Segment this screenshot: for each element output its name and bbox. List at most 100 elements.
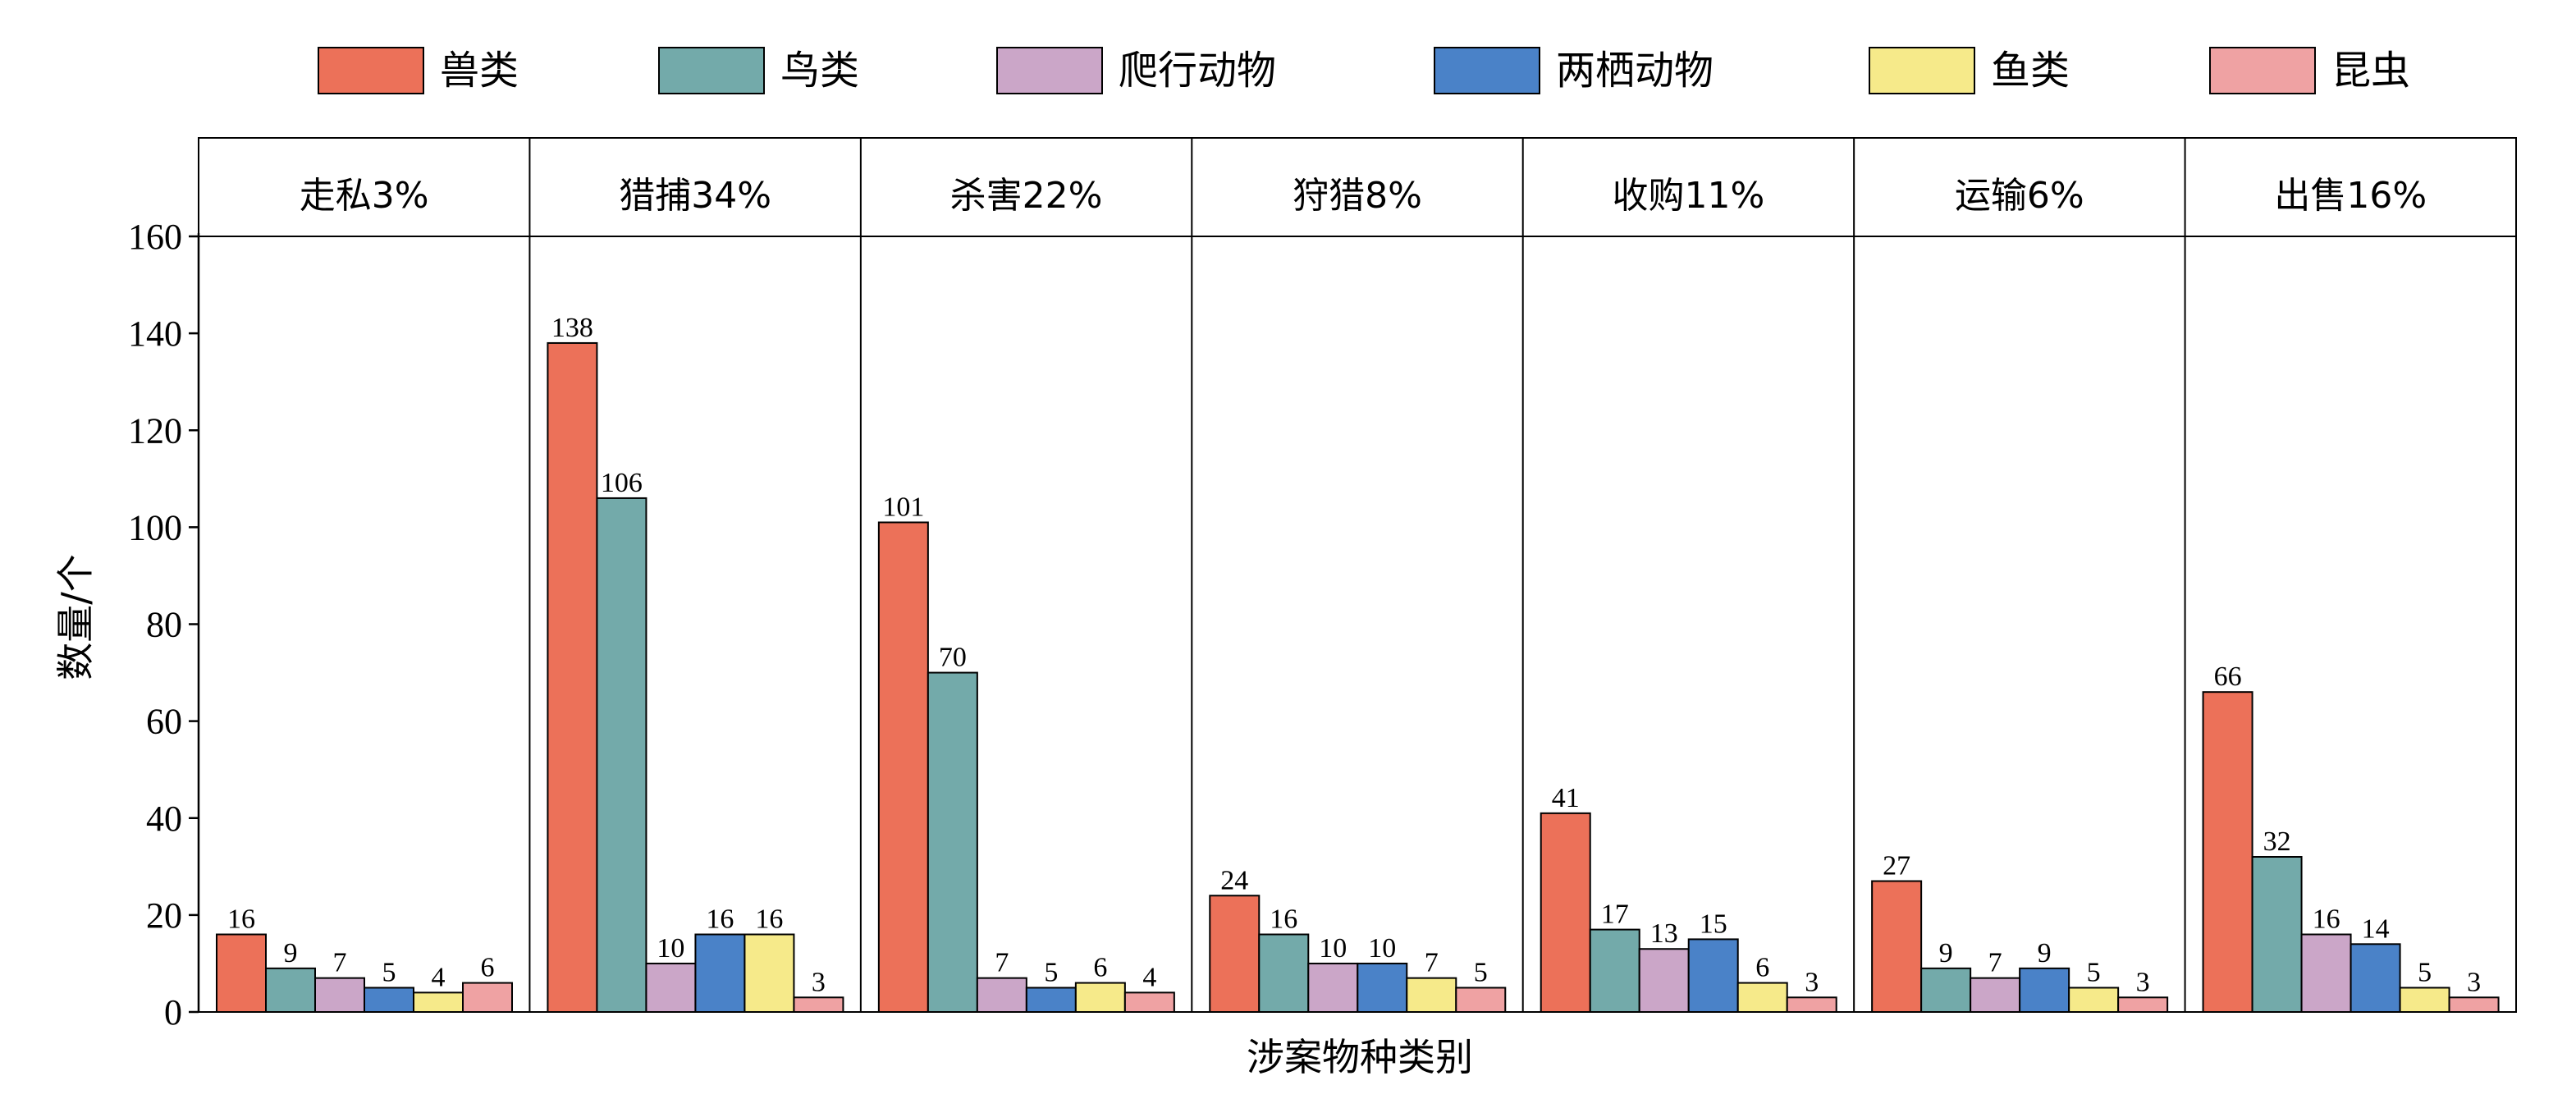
bar <box>645 962 697 1013</box>
bar <box>1786 996 1837 1013</box>
data-label: 32 <box>2263 826 2291 857</box>
data-label: 16 <box>755 904 783 935</box>
y-tick-label: 40 <box>146 799 182 839</box>
data-label: 5 <box>1044 957 1058 987</box>
bar <box>1357 962 1408 1013</box>
bar <box>744 933 795 1013</box>
data-label: 66 <box>2214 662 2242 692</box>
data-label: 101 <box>882 492 924 522</box>
legend-swatch <box>658 47 765 94</box>
panel-title: 运输6% <box>1955 175 2084 217</box>
bar <box>1209 895 1261 1013</box>
bar <box>694 933 746 1013</box>
y-tick-label: 160 <box>128 217 182 257</box>
data-label: 7 <box>333 948 347 978</box>
bar <box>1123 991 1175 1013</box>
y-axis-title: 数量/个 <box>53 554 98 680</box>
bar <box>462 982 513 1013</box>
bar <box>1455 987 1507 1013</box>
data-label: 9 <box>284 938 298 968</box>
legend-swatch <box>318 47 424 94</box>
bar <box>2399 987 2450 1013</box>
data-label: 5 <box>1474 957 1488 987</box>
legend-swatch <box>996 47 1103 94</box>
data-label: 10 <box>1368 933 1396 964</box>
data-label: 13 <box>1650 918 1678 949</box>
bar <box>2350 943 2401 1013</box>
legend-label: 昆虫 <box>2331 48 2410 94</box>
y-tick-label: 0 <box>164 992 182 1032</box>
data-label: 16 <box>706 904 734 935</box>
bar <box>1736 982 1788 1013</box>
data-label: 41 <box>1552 783 1580 813</box>
data-label: 106 <box>601 468 643 498</box>
bar <box>216 933 267 1013</box>
bar <box>265 967 316 1013</box>
data-label: 5 <box>382 957 396 987</box>
legend-label: 兽类 <box>440 48 519 94</box>
bar <box>793 996 844 1013</box>
bars: 16 9 7 5 4 6 138 106 10 16 16 3 101 70 7 5 6 4 24 16 10 10 7 5 4… <box>216 313 2500 1013</box>
chart-panels: 走私3% 猎捕34% 杀害22% 狩猎8% 收购11% 运输6% 出售16% <box>198 137 2517 1013</box>
panel-title: 出售16% <box>2274 175 2427 217</box>
bar <box>1406 977 1457 1013</box>
data-label: 9 <box>2038 938 2052 968</box>
panel-title: 猎捕34% <box>619 175 771 217</box>
legend-label: 两栖动物 <box>1556 48 1714 94</box>
data-label: 7 <box>1425 948 1439 978</box>
bar <box>1307 962 1359 1013</box>
data-label: 10 <box>657 933 684 964</box>
data-label: 3 <box>812 967 826 997</box>
bar <box>1970 977 2021 1013</box>
data-label: 27 <box>1883 851 1910 881</box>
bar <box>1258 933 1310 1013</box>
data-label: 9 <box>1939 938 1953 968</box>
bar <box>2202 691 2253 1013</box>
bar <box>1589 928 1640 1013</box>
data-label: 3 <box>2467 967 2481 997</box>
data-label: 16 <box>1270 904 1297 935</box>
legend-label: 爬行动物 <box>1119 48 1276 94</box>
bar <box>1638 948 1690 1013</box>
bar <box>596 497 647 1013</box>
data-label: 24 <box>1220 865 1248 895</box>
panel-title: 走私3% <box>300 175 429 217</box>
data-label: 4 <box>432 962 446 992</box>
bar <box>2251 856 2303 1013</box>
data-label: 17 <box>1601 900 1629 930</box>
data-label: 14 <box>2362 913 2390 944</box>
bar <box>976 977 1027 1013</box>
bar <box>1025 987 1077 1013</box>
panel-title: 收购11% <box>1613 175 1765 217</box>
legend-swatch <box>2209 47 2316 94</box>
y-tick-label: 20 <box>146 895 182 936</box>
data-label: 5 <box>2087 957 2101 987</box>
bar <box>927 671 978 1013</box>
y-tick-label: 60 <box>146 702 182 742</box>
bar <box>877 521 929 1013</box>
data-label: 70 <box>939 643 967 673</box>
data-label: 7 <box>995 948 1009 978</box>
plot-frame <box>198 137 2517 1013</box>
bar <box>2117 996 2169 1013</box>
bar <box>1074 982 1126 1013</box>
legend-label: 鱼类 <box>1991 48 2070 94</box>
data-label: 6 <box>481 953 495 983</box>
legend-label: 鸟类 <box>780 48 859 94</box>
bar <box>364 987 414 1013</box>
bar <box>1540 812 1591 1013</box>
bar <box>2068 987 2120 1013</box>
bar <box>2019 967 2070 1013</box>
legend: 兽类 鸟类 爬行动物 两栖动物 鱼类 昆虫 <box>318 47 2410 94</box>
bar <box>547 341 598 1013</box>
data-label: 7 <box>1988 948 2002 978</box>
panel-title: 杀害22% <box>950 175 1103 217</box>
data-label: 3 <box>1805 967 1819 997</box>
y-axis: 0 20 40 60 80 100 120 140 160 <box>128 217 200 1032</box>
bar <box>2448 996 2500 1013</box>
x-axis-title: 涉案物种类别 <box>1247 1035 1473 1079</box>
y-tick-label: 100 <box>128 507 182 547</box>
y-tick-label: 80 <box>146 605 182 645</box>
data-label: 6 <box>1755 953 1769 983</box>
data-label: 16 <box>227 904 255 935</box>
